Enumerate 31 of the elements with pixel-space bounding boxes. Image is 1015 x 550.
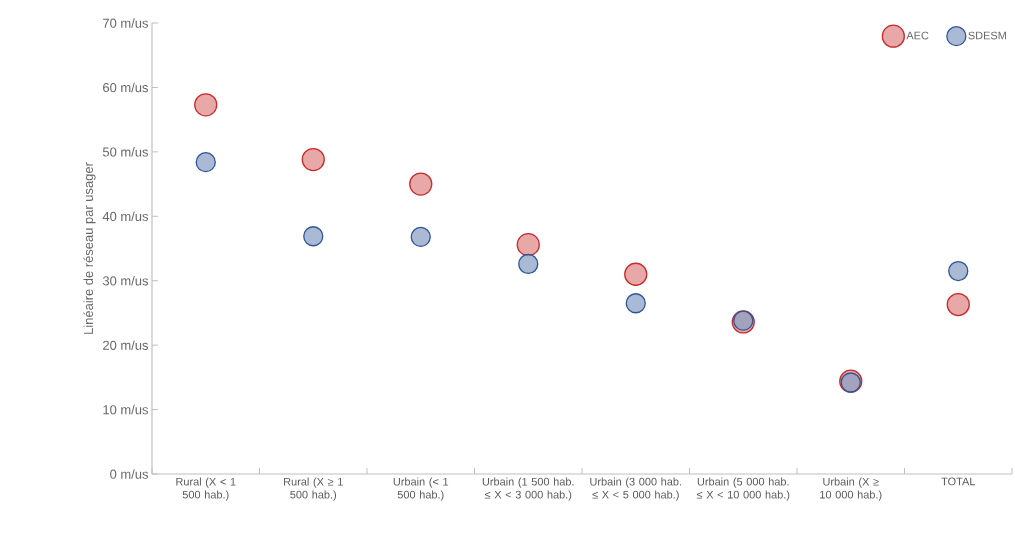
y-tick-label: 30 m/us bbox=[102, 275, 149, 286]
point bbox=[410, 226, 431, 248]
point bbox=[624, 262, 648, 286]
y-tick-label: 0 m/us bbox=[110, 469, 149, 479]
point bbox=[625, 293, 646, 314]
point bbox=[195, 152, 216, 173]
y-tick-label: 70 m/us bbox=[103, 18, 149, 28]
x-tick-label: Rural (X ≥ 1 500 hab.) bbox=[284, 477, 343, 501]
y-tick-label: 20 m/us bbox=[103, 340, 149, 350]
y-tick-label: 60 m/us bbox=[103, 82, 149, 93]
x-tick-label: Urbain (3 000 hab. ≤ X < 5 000 hab.) bbox=[590, 477, 682, 501]
point bbox=[518, 253, 539, 275]
point bbox=[946, 292, 970, 317]
y-axis-title: Linéaire de réseau par usager bbox=[83, 162, 96, 334]
x-tick-label: Urbain (X ≥ 10 000 hab.) bbox=[820, 477, 882, 501]
x-tick-label: Urbain (< 1 500 hab.) bbox=[393, 477, 449, 501]
x-tick-label: Rural (X < 1 500 hab.) bbox=[176, 477, 236, 501]
point bbox=[948, 260, 969, 282]
y-tick-label: 10 m/us bbox=[103, 404, 149, 415]
x-tick-label: TOTAL bbox=[941, 477, 976, 486]
point bbox=[303, 226, 324, 247]
point bbox=[516, 232, 540, 257]
point bbox=[409, 172, 433, 196]
legend-label: AEC bbox=[906, 31, 929, 40]
x-tick-label: Urbain (5 000 hab. ≤ X < 10 000 hab.) bbox=[696, 477, 790, 501]
y-tick-label: 40 m/us bbox=[102, 211, 149, 222]
point bbox=[194, 93, 218, 117]
legend-label: SDESM bbox=[968, 31, 1006, 40]
x-tick-label: Urbain (1 500 hab. ≤ X < 3 000 hab.) bbox=[482, 477, 574, 501]
point bbox=[301, 147, 325, 172]
y-tick-label: 50 m/us bbox=[102, 147, 149, 157]
